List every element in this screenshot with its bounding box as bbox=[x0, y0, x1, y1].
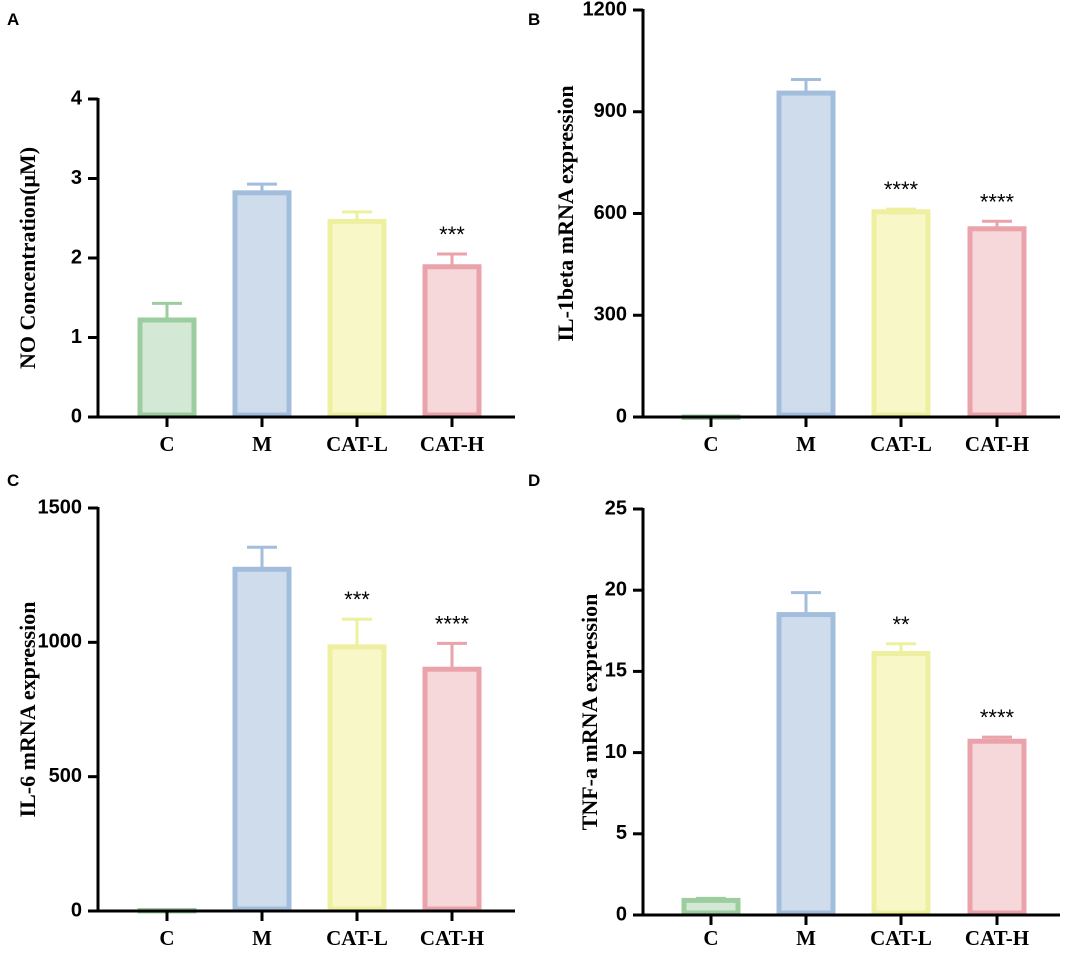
bar-cat-h bbox=[422, 264, 482, 418]
bar-m bbox=[232, 190, 292, 418]
x-tick-label-cat-l: CAT-L bbox=[870, 926, 932, 950]
bar-c bbox=[137, 317, 197, 418]
y-tick-label: 0 bbox=[616, 405, 627, 427]
x-tick-label-cat-h: CAT-H bbox=[420, 432, 484, 456]
y-tick-label: 10 bbox=[605, 741, 627, 763]
x-tick-label-m: M bbox=[252, 432, 272, 456]
y-tick-label: 500 bbox=[49, 765, 82, 787]
bar-cat-l bbox=[327, 218, 387, 418]
x-tick-label-c: C bbox=[159, 432, 174, 456]
bar-m bbox=[776, 90, 836, 418]
y-tick-label: 300 bbox=[594, 304, 627, 326]
y-axis-title: TNF-a mRNA expression bbox=[577, 594, 602, 831]
significance-cat-l: **** bbox=[884, 177, 919, 202]
panel-a: A NO Concentration(μM) C M CAT-L *** CAT-H 0 1 2 3… bbox=[7, 10, 515, 456]
y-tick-label: 1 bbox=[71, 326, 82, 348]
significance-cat-h: **** bbox=[435, 611, 470, 636]
significance-cat-l: *** bbox=[344, 587, 370, 612]
x-tick-label-cat-h: CAT-H bbox=[420, 926, 484, 950]
y-tick-label: 3 bbox=[71, 167, 82, 189]
bar-cat-h bbox=[967, 226, 1027, 418]
y-tick-label: 25 bbox=[605, 497, 627, 519]
x-tick-label-c: C bbox=[703, 432, 718, 456]
panel-b: B IL-1beta mRNA expression C M **** CAT-L ****… bbox=[528, 0, 1060, 456]
y-tick-label: 1500 bbox=[38, 496, 83, 518]
x-tick-label-m: M bbox=[796, 926, 816, 950]
x-tick-label-cat-h: CAT-H bbox=[965, 926, 1029, 950]
y-axis-title: NO Concentration(μM) bbox=[15, 147, 40, 369]
bar-cat-h bbox=[967, 738, 1027, 916]
y-tick-label: 0 bbox=[616, 903, 627, 925]
y-tick-label: 5 bbox=[616, 822, 627, 844]
significance-cat-h: **** bbox=[980, 705, 1015, 730]
x-tick-label-cat-l: CAT-L bbox=[870, 432, 932, 456]
bar-cat-l bbox=[327, 644, 387, 912]
y-tick-label: 15 bbox=[605, 660, 627, 682]
y-tick-label: 0 bbox=[71, 899, 82, 921]
panel-letter: B bbox=[528, 10, 540, 29]
panel-d: D TNF-a mRNA expression C M ** CAT-L **** CAT-H… bbox=[528, 471, 1060, 950]
significance-cat-h: *** bbox=[439, 222, 465, 247]
panel-letter: C bbox=[7, 471, 19, 490]
y-tick-label: 1200 bbox=[583, 0, 628, 20]
bar-c bbox=[681, 897, 741, 916]
bar-m bbox=[776, 612, 836, 916]
panel-letter: A bbox=[7, 10, 19, 29]
y-tick-label: 2 bbox=[71, 246, 82, 268]
y-tick-label: 20 bbox=[605, 578, 627, 600]
panel-c: C IL-6 mRNA expression C M *** CAT-L **** CAT-H… bbox=[7, 471, 515, 950]
bar-cat-h bbox=[422, 666, 482, 912]
x-tick-label-cat-h: CAT-H bbox=[965, 432, 1029, 456]
significance-cat-l: ** bbox=[892, 612, 910, 637]
x-tick-label-m: M bbox=[796, 432, 816, 456]
significance-cat-h: **** bbox=[980, 189, 1015, 214]
bar-cat-l bbox=[871, 651, 931, 916]
y-tick-label: 0 bbox=[71, 405, 82, 427]
y-tick-label: 1000 bbox=[38, 631, 83, 653]
bar-cat-l bbox=[871, 209, 931, 418]
y-tick-label: 900 bbox=[594, 100, 627, 122]
x-tick-label-c: C bbox=[703, 926, 718, 950]
x-tick-label-m: M bbox=[252, 926, 272, 950]
y-tick-label: 600 bbox=[594, 202, 627, 224]
x-tick-label-c: C bbox=[159, 926, 174, 950]
x-tick-label-cat-l: CAT-L bbox=[326, 432, 388, 456]
y-tick-label: 4 bbox=[71, 87, 83, 109]
bar-m bbox=[232, 566, 292, 912]
panel-letter: D bbox=[528, 471, 540, 490]
y-axis-title: IL-6 mRNA expression bbox=[15, 602, 40, 818]
x-tick-label-cat-l: CAT-L bbox=[326, 926, 388, 950]
y-axis-title: IL-1beta mRNA expression bbox=[553, 85, 578, 341]
